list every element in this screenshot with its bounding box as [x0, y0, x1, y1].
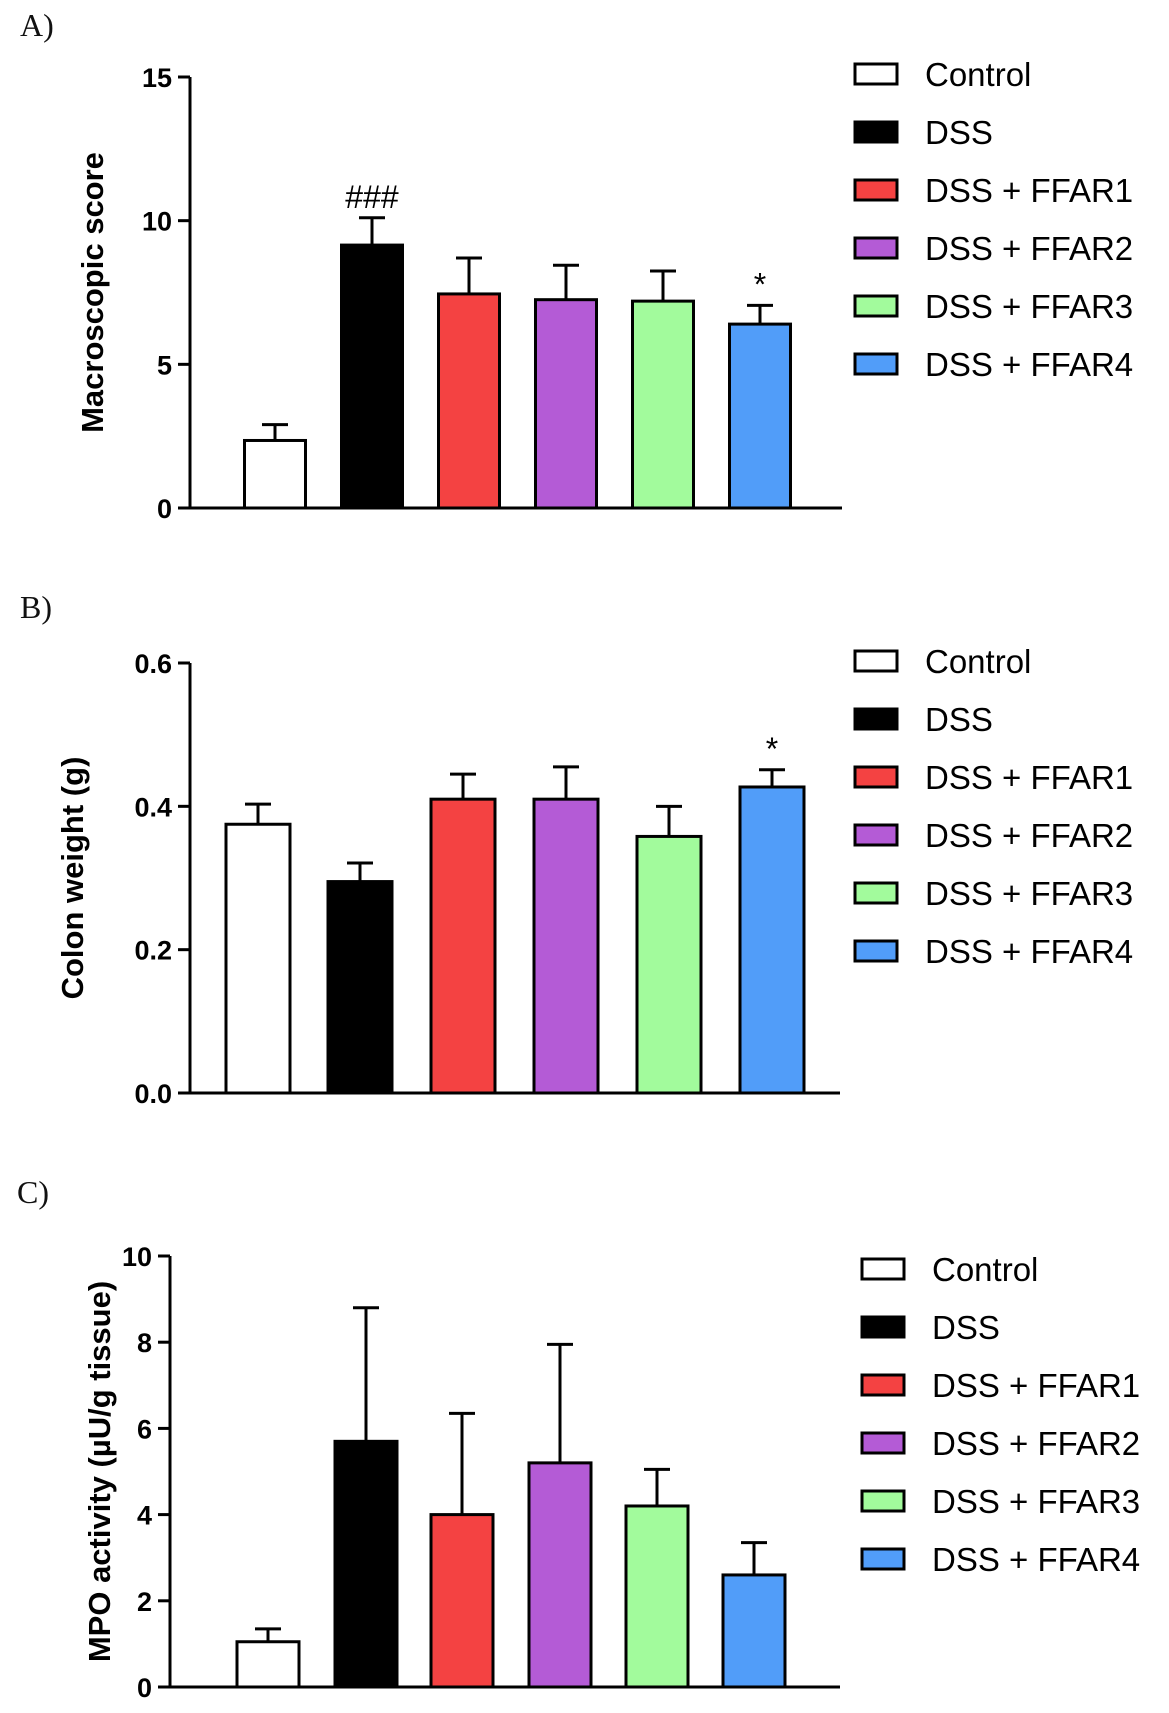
y-tick-label: 4	[137, 1501, 152, 1531]
legend-swatch-dss-ffar2	[853, 823, 899, 847]
legend-label-dss-ffar3: DSS + FFAR3	[925, 875, 1133, 912]
significance-marker: ###	[345, 179, 399, 215]
legend-swatch-dss-ffar1	[860, 1373, 906, 1397]
chart-panel-b: B) 0.0 0.2 0.4 0.6 Colon weight (g) * Control DS…	[20, 589, 1133, 1109]
y-axis-title: MPO activity (µU/g tissue)	[82, 1281, 117, 1662]
y-tick-label: 2	[137, 1587, 152, 1617]
bar-dss	[333, 1439, 399, 1689]
bar-dss-ffar1	[437, 292, 501, 510]
bar-dss	[326, 880, 394, 1095]
legend-label-dss-ffar2: DSS + FFAR2	[925, 230, 1133, 267]
y-tick-label: 0.6	[134, 649, 172, 679]
legend-label-dss-ffar3: DSS + FFAR3	[925, 288, 1133, 325]
legend-label-dss-ffar3: DSS + FFAR3	[932, 1483, 1140, 1520]
bar-dss-ffar2	[532, 797, 600, 1095]
legend-label-dss-ffar4: DSS + FFAR4	[925, 933, 1133, 970]
bar-dss	[340, 243, 404, 510]
bar-control	[243, 438, 307, 510]
bar-dss-ffar4	[721, 1573, 787, 1689]
legend-label-dss-ffar4: DSS + FFAR4	[932, 1541, 1140, 1578]
bar-dss-ffar3	[635, 834, 703, 1095]
legend-swatch-dss-ffar3	[860, 1489, 906, 1513]
legend-label-dss: DSS	[925, 114, 993, 151]
y-tick-label: 8	[137, 1328, 152, 1358]
legend-swatch-dss-ffar1	[853, 178, 899, 202]
legend-swatch-dss	[853, 707, 899, 731]
legend-label-control: Control	[932, 1251, 1038, 1288]
panel-label: B)	[20, 589, 52, 625]
bar-dss-ffar3	[624, 1504, 690, 1689]
bar-control	[224, 822, 292, 1095]
legend-swatch-dss	[860, 1315, 906, 1339]
y-tick-label: 10	[142, 207, 172, 237]
y-tick-label: 0.0	[134, 1079, 172, 1109]
legend-swatch-control	[860, 1257, 906, 1281]
legend-swatch-dss-ffar1	[853, 765, 899, 789]
significance-marker: *	[754, 266, 766, 302]
y-axis-title: Macroscopic score	[75, 152, 110, 433]
bar-dss-ffar2	[534, 298, 598, 510]
legend-swatch-dss	[853, 120, 899, 144]
panel-label: C)	[17, 1174, 49, 1210]
legend-swatch-control	[853, 62, 899, 86]
legend-label-dss-ffar1: DSS + FFAR1	[925, 172, 1133, 209]
legend-swatch-dss-ffar4	[853, 352, 899, 376]
legend-swatch-dss-ffar4	[853, 939, 899, 963]
bar-dss-ffar1	[429, 1513, 495, 1689]
bar-dss-ffar4	[738, 785, 806, 1095]
significance-marker: *	[766, 731, 778, 767]
legend-swatch-dss-ffar2	[860, 1431, 906, 1455]
y-tick-label: 0.4	[134, 792, 172, 822]
bar-dss-ffar3	[631, 299, 695, 510]
y-tick-label: 10	[122, 1242, 152, 1272]
legend-label-dss-ffar4: DSS + FFAR4	[925, 346, 1133, 383]
y-tick-label: 5	[157, 350, 172, 380]
legend-label-dss-ffar2: DSS + FFAR2	[925, 817, 1133, 854]
legend-label-dss-ffar1: DSS + FFAR1	[932, 1367, 1140, 1404]
legend-swatch-dss-ffar3	[853, 294, 899, 318]
y-tick-label: 6	[137, 1414, 152, 1444]
legend-label-dss: DSS	[925, 701, 993, 738]
legend-swatch-dss-ffar2	[853, 236, 899, 260]
y-tick-label: 0.2	[134, 936, 172, 966]
y-tick-label: 0	[157, 494, 172, 524]
y-tick-label: 0	[137, 1673, 152, 1703]
y-tick-label: 15	[142, 63, 172, 93]
legend-label-dss-ffar1: DSS + FFAR1	[925, 759, 1133, 796]
bar-dss-ffar1	[429, 797, 497, 1095]
bar-dss-ffar4	[728, 322, 792, 510]
bar-control	[235, 1640, 301, 1689]
y-axis-title: Colon weight (g)	[55, 757, 90, 1000]
legend-swatch-control	[853, 649, 899, 673]
legend-label-dss-ffar2: DSS + FFAR2	[932, 1425, 1140, 1462]
chart-panel-a: A) 0 5 10 15 Macroscopic score ### * Control DSS D…	[20, 7, 1133, 524]
legend-label-control: Control	[925, 56, 1031, 93]
panel-label: A)	[20, 7, 54, 43]
legend-label-control: Control	[925, 643, 1031, 680]
legend-swatch-dss-ffar4	[860, 1547, 906, 1571]
legend-swatch-dss-ffar3	[853, 881, 899, 905]
bar-dss-ffar2	[527, 1461, 593, 1689]
legend-label-dss: DSS	[932, 1309, 1000, 1346]
